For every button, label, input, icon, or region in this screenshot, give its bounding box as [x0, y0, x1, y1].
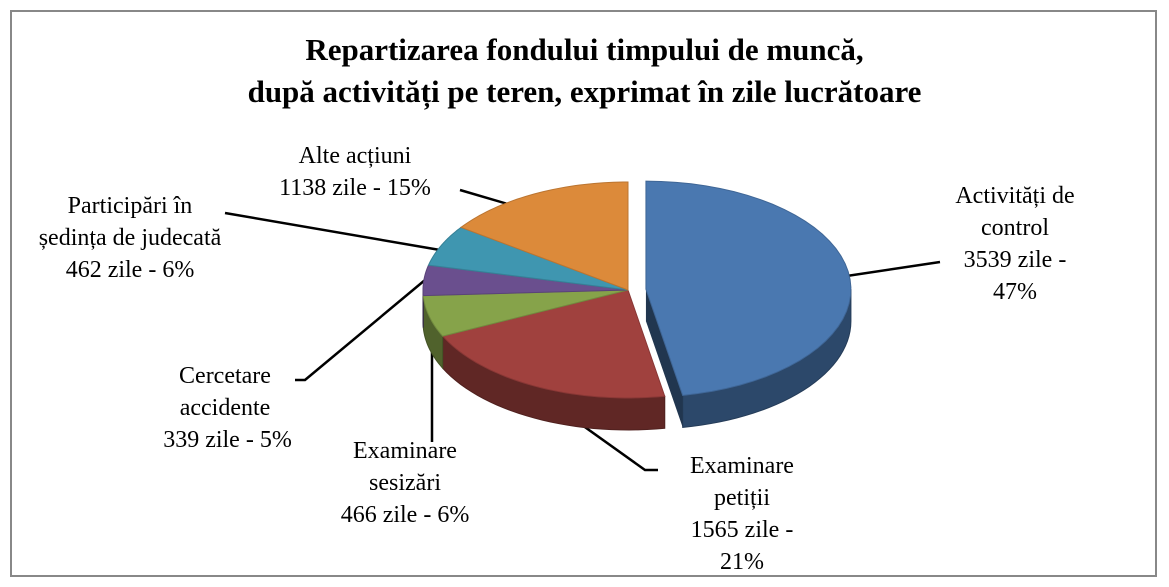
chart-frame: [10, 10, 1157, 577]
data-label: Alte acțiuni 1138 zile - 15%: [235, 140, 475, 204]
category-label: Examinare petiții: [690, 453, 794, 511]
pie-slice: [422, 264, 629, 297]
pie-slice: [645, 180, 852, 396]
pie-slice: [441, 289, 666, 399]
data-label: Examinare sesizări 466 zile - 6%: [320, 435, 490, 531]
pie-slice: [422, 289, 629, 337]
value-label: 466 zile - 6%: [340, 502, 470, 528]
chart-title: după activități pe teren, exprimat în zi…: [247, 74, 922, 109]
pie-tops: [422, 180, 852, 399]
value-label: 1138 zile - 15%: [279, 175, 431, 201]
value-label: 339 zile - 5%: [163, 427, 292, 453]
category-label: Participări în ședința de judecată: [38, 193, 222, 251]
category-label: Examinare sesizări: [353, 438, 457, 496]
data-label: Activități de control 3539 zile - 47%: [928, 180, 1103, 308]
value-label: 3539 zile - 47%: [963, 247, 1067, 305]
chart-title: Repartizarea fondului timpului de muncă,: [305, 32, 864, 67]
data-label: Examinare petiții 1565 zile - 21%: [667, 450, 817, 578]
data-label: Cercetare accidente 339 zile - 5%: [158, 360, 293, 456]
data-label: Participări în ședința de judecată 462 zi…: [38, 190, 223, 286]
pie-cut: [645, 289, 683, 428]
category-label: Alte acțiuni: [298, 143, 412, 169]
category-label: Activități de control: [955, 183, 1075, 241]
pie-slice: [459, 181, 629, 291]
value-label: 462 zile - 6%: [65, 257, 195, 283]
category-label: Cercetare accidente: [179, 363, 271, 421]
pie-slice: [427, 226, 629, 291]
leader-line: [224, 211, 441, 252]
leader-line: [295, 279, 426, 382]
value-label: 1565 zile - 21%: [690, 517, 794, 575]
